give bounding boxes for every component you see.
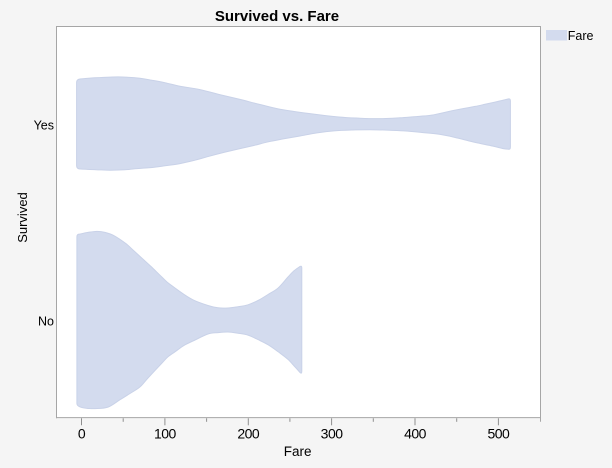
svg-text:Yes: Yes — [34, 118, 54, 132]
svg-text:No: No — [38, 315, 54, 329]
svg-text:100: 100 — [154, 425, 177, 441]
svg-text:Survived vs. Fare: Survived vs. Fare — [215, 8, 339, 25]
svg-text:200: 200 — [237, 425, 260, 441]
svg-text:500: 500 — [487, 425, 510, 441]
svg-text:0: 0 — [78, 425, 86, 441]
svg-text:Survived: Survived — [15, 192, 30, 243]
svg-text:300: 300 — [321, 425, 344, 441]
svg-text:Fare: Fare — [284, 444, 312, 459]
svg-text:Fare: Fare — [568, 29, 594, 43]
svg-text:400: 400 — [404, 425, 427, 441]
